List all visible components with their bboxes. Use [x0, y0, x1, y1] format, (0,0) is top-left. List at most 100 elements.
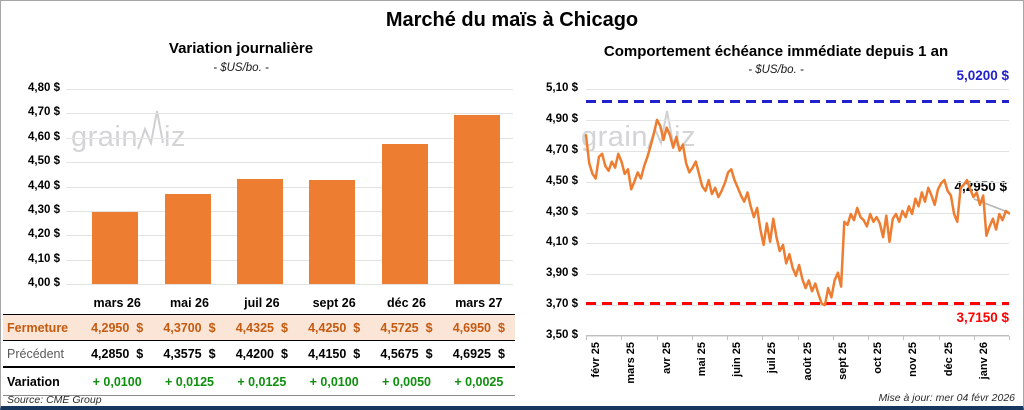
x-axis-label: févr 25 [590, 342, 602, 378]
gridline [66, 113, 513, 115]
x-axis-label: mai 25 [695, 342, 708, 377]
x-axis-label: sept 25 [836, 342, 849, 380]
x-axis-tick [903, 336, 905, 340]
bar-mars-27 [453, 114, 500, 284]
price-line-svg [584, 118, 1011, 307]
gridline [66, 186, 513, 188]
gridline [586, 150, 1009, 152]
x-axis-tick [868, 336, 869, 340]
x-axis-tick [691, 336, 693, 340]
currency-symbol: $ [208, 320, 216, 335]
table-cell: 4,2850 $ [81, 347, 153, 361]
y-axis-label: 4,10 $ [546, 236, 578, 249]
gridline [586, 119, 1009, 121]
table-row: Variation + 0,0100 + 0,0125 + 0,0125 + 0,010… [3, 368, 515, 396]
column-header: juil 26 [244, 296, 280, 310]
support-dashed-line [586, 301, 1009, 305]
cell-value: 4,2950 [91, 320, 130, 335]
currency-symbol: $ [353, 346, 361, 361]
gridline [66, 235, 513, 237]
bar-déc-26 [381, 144, 428, 284]
x-axis [586, 335, 1009, 336]
gridline [586, 212, 1009, 214]
table-cell: 4,3700 $ [153, 321, 225, 335]
cell-value: 4,5675 [380, 346, 419, 361]
x-axis-tick [727, 336, 728, 340]
bar-juil-26 [236, 178, 283, 284]
right-chart-title: Comportement échéance immédiate depuis 1… [603, 43, 949, 60]
gridline [66, 89, 513, 90]
y-axis-label: 4,00 $ [28, 277, 60, 289]
table-row: Précédent 4,2850 $4,3575 $4,4200 $4,4150 $4,5… [3, 341, 515, 368]
column-header: déc 26 [387, 296, 426, 310]
column-header: mai 26 [170, 296, 209, 310]
left-chart-subtitle: - $US/bo. - [213, 62, 269, 74]
x-axis-label: juil 25 [766, 342, 779, 374]
x-axis-tick [1009, 336, 1010, 340]
table-cell: + 0,0125 [153, 375, 225, 389]
watermark-spike-icon [137, 110, 164, 150]
watermark-text: iz [164, 121, 186, 153]
row-label: Précédent [7, 346, 64, 361]
table-cell: 4,4200 $ [226, 347, 298, 361]
gridline [586, 243, 1009, 245]
y-axis-label: 4,20 $ [28, 228, 60, 241]
resistance-dashed-line [586, 100, 1009, 104]
table-cell: 4,4325 $ [226, 321, 298, 335]
watermark-text: grain [71, 121, 138, 153]
x-axis-tick [586, 336, 587, 340]
cell-value: 4,4250 [308, 320, 347, 335]
y-axis-label: 5,10 $ [546, 82, 578, 94]
x-axis-label: août 25 [801, 342, 814, 381]
x-axis-tick [762, 336, 764, 340]
gridline [66, 284, 513, 285]
y-axis-label: 3,70 $ [546, 298, 578, 311]
bar-sept-26 [309, 180, 356, 284]
y-axis-label: 4,50 $ [546, 174, 578, 187]
page-title: Marché du maïs à Chicago [385, 9, 639, 31]
table-cell: 4,5725 $ [370, 321, 442, 335]
column-header: mars 27 [455, 296, 503, 310]
table-cell: 4,4250 $ [298, 321, 370, 335]
table-cell: 4,6925 $ [443, 347, 515, 361]
right-chart-subtitle: - $US/bo. - [748, 64, 804, 76]
cell-value: + 0,0100 [92, 374, 142, 389]
x-axis-label: déc 25 [942, 342, 955, 377]
y-axis-label: 3,50 $ [546, 329, 578, 341]
currency-symbol: $ [280, 346, 288, 361]
cell-value: + 0,0125 [237, 374, 287, 389]
table-cell: + 0,0100 [298, 375, 370, 389]
resistance-label: 5,0200 $ [956, 68, 1009, 83]
bar-chart-plot: 4,80 $ 4,70 $ 4,60 $ 4,50 $ 4,40 $ 4,30 $ 4,20… [28, 82, 513, 289]
cell-value: + 0,0050 [381, 374, 431, 389]
cell-value: + 0,0100 [309, 374, 359, 389]
row-label: Variation [7, 374, 60, 389]
updated-note: Mise à jour: mer 04 févr 2026 [878, 392, 1015, 404]
currency-symbol: $ [425, 346, 433, 361]
cell-value: 4,4325 [235, 320, 274, 335]
currency-symbol: $ [497, 320, 505, 335]
column-header: sept 26 [312, 296, 356, 310]
x-axis-label: oct 25 [872, 342, 884, 374]
y-axis-label: 3,90 $ [546, 267, 578, 280]
cell-value: 4,3700 [163, 320, 202, 335]
y-axis-label: 4,70 $ [28, 106, 60, 119]
gridline [66, 162, 513, 164]
cell-value: 4,6925 [452, 346, 491, 361]
line-chart-plot: 5,0200 $ 3,7150 $ 4,2950 $ 5,10 $4,90 $4… [546, 68, 1011, 384]
table-cell: + 0,0100 [81, 375, 153, 389]
table-header-row: mars 26 mai 26 juil 26 sept 26 déc 26 mars 27 [3, 292, 515, 314]
column-header: mars 26 [93, 296, 141, 310]
gridline [586, 181, 1009, 183]
table-cell: 4,5675 $ [370, 347, 442, 361]
row-label: Fermeture [7, 320, 69, 335]
x-axis-tick [656, 336, 658, 340]
source-note: Source: CME Group [7, 394, 102, 406]
cell-value: 4,4200 [235, 346, 274, 361]
currency-symbol: $ [280, 320, 288, 335]
table-cell: + 0,0025 [443, 375, 515, 389]
x-axis-label: avr 25 [660, 342, 673, 374]
gridline [586, 305, 1009, 307]
gridline [66, 137, 513, 139]
